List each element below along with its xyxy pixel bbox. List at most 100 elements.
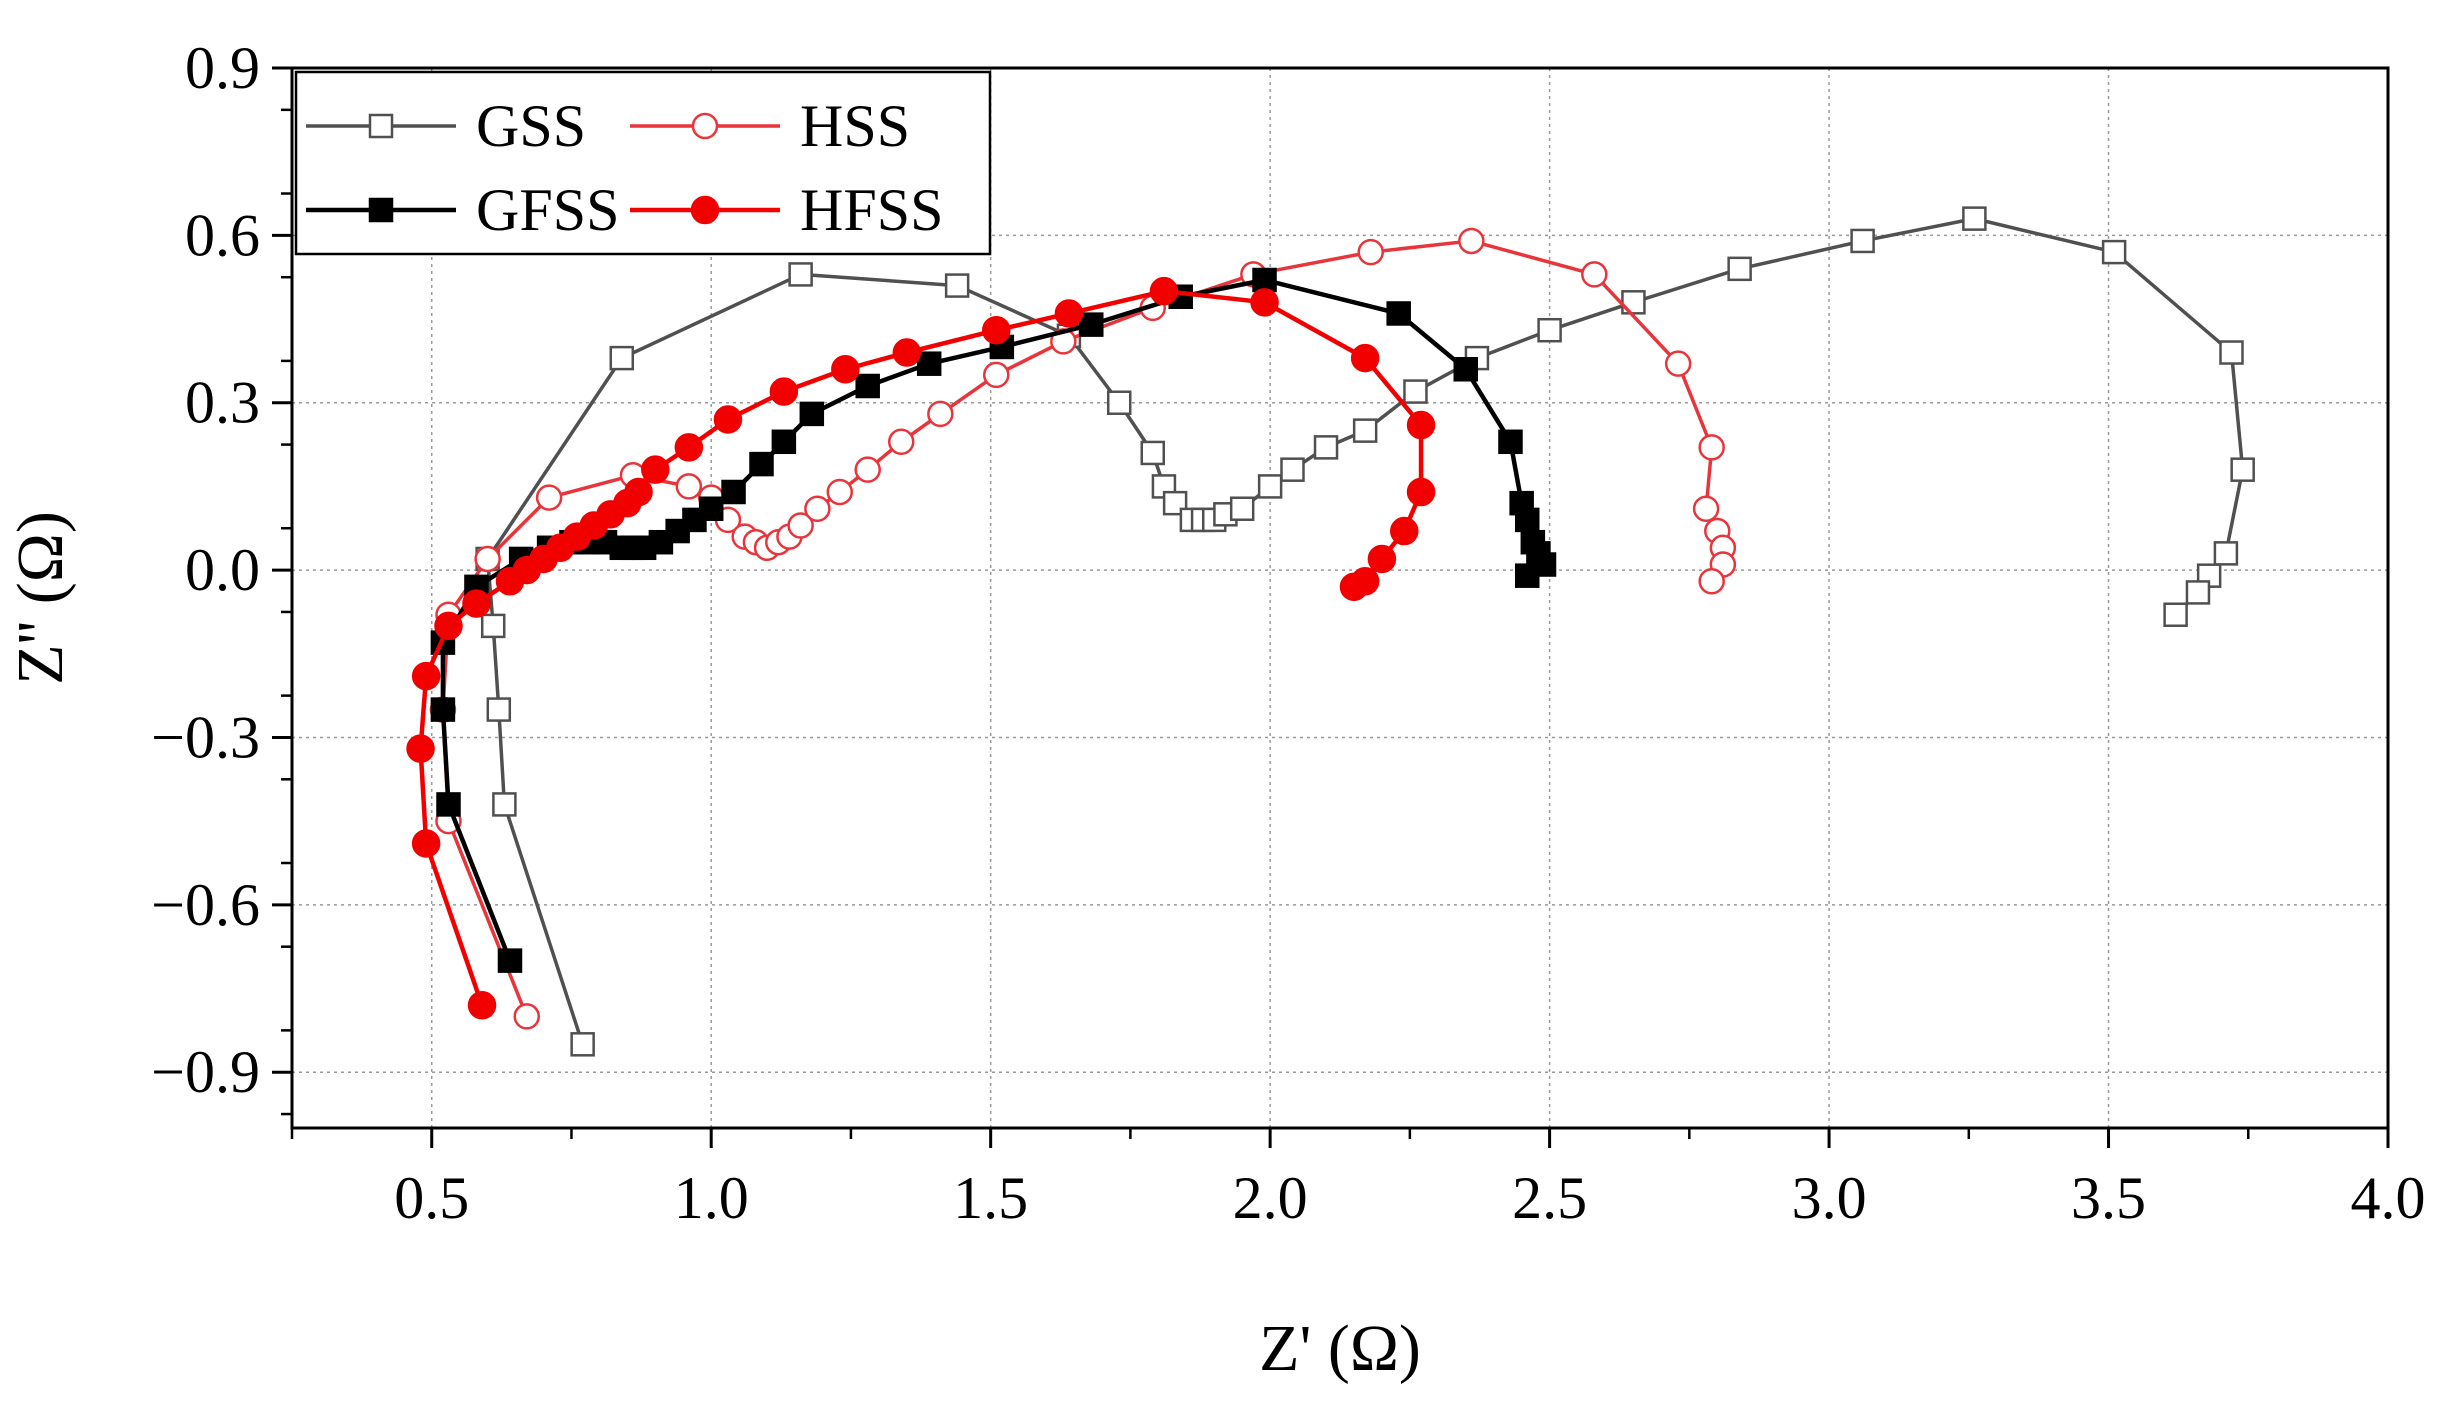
data-point-hss [804, 495, 831, 522]
data-point-hfss [1406, 477, 1436, 507]
data-point-gss [2213, 541, 2239, 566]
data-point-hfss [1367, 544, 1397, 574]
tick-layer: 0.5 1.0 1.5 2.0 2.5 3.0 3.5 4.0 0.9 0.6 0.3 0.0 −0.3… [151, 35, 2425, 1231]
data-point-gfss [1252, 267, 1277, 293]
data-point-gfss [771, 429, 797, 455]
data-point-gfss [1514, 507, 1540, 533]
data-point-gfss [698, 496, 724, 521]
data-point-hss [513, 1003, 541, 1030]
data-point-gss [2230, 457, 2255, 482]
data-point-hfss [462, 589, 491, 618]
legend-marker [368, 113, 394, 139]
data-point-gss [1962, 206, 1987, 231]
data-point-gss [1313, 435, 1339, 460]
data-point-hfss [624, 477, 653, 507]
x-tick-label: 3.0 [1792, 1165, 1867, 1231]
data-point-gss [1403, 379, 1428, 404]
series-gss [475, 206, 2255, 1057]
y-tick-label: 0.0 [185, 537, 260, 603]
data-point-hss [1458, 227, 1485, 255]
data-point-gss [570, 1032, 595, 1057]
data-point-gss [1727, 256, 1752, 282]
data-point-hss [927, 400, 954, 428]
series-hfss [406, 276, 1436, 1020]
legend-marker [690, 195, 720, 225]
legend-item-gss: GSS [306, 93, 586, 159]
x-tick-label: 1.0 [674, 1165, 749, 1231]
y-tick-label: 0.9 [185, 35, 260, 101]
x-tick-label: 2.0 [1233, 1165, 1308, 1231]
x-axis-title: Z' (Ω) [1259, 1312, 1421, 1385]
data-point-gss [2163, 602, 2188, 627]
legend-item-hss: HSS [630, 93, 910, 159]
data-point-hss [826, 478, 854, 506]
y-tick-label: 0.6 [185, 202, 260, 268]
series-line-gss [485, 216, 2245, 1045]
data-point-hfss [1054, 299, 1084, 328]
data-point-gfss [430, 697, 456, 722]
y-tick-label: −0.9 [151, 1039, 260, 1105]
data-point-gss [1229, 496, 1255, 521]
series-line-hfss [418, 288, 1424, 1006]
data-point-hss [1581, 261, 1608, 288]
data-point-gss [1352, 418, 1378, 443]
data-point-hfss [1350, 343, 1380, 373]
data-point-hss [1698, 434, 1725, 461]
data-point-hfss [1250, 288, 1279, 317]
data-point-hss [1692, 495, 1720, 522]
y-axis-title: Z'' (Ω) [4, 511, 77, 685]
data-point-hss [854, 456, 881, 483]
data-point-gfss [436, 792, 461, 817]
data-point-gss [788, 262, 813, 287]
legend-label: HSS [800, 93, 910, 159]
data-point-gss [2101, 239, 2127, 265]
data-point-hss [675, 473, 703, 500]
data-point-hfss [467, 991, 497, 1020]
legend-label: GSS [476, 93, 586, 159]
data-point-hfss [892, 338, 922, 367]
legend-label: HFSS [800, 177, 943, 243]
y-tick-label: −0.6 [151, 872, 260, 938]
data-point-gss [609, 345, 635, 371]
data-point-gss [1257, 474, 1283, 499]
data-point-hfss [674, 433, 704, 462]
data-point-hss [1357, 238, 1384, 266]
series-hss [429, 227, 1737, 1030]
data-point-hss [983, 361, 1010, 389]
legend-marker [368, 197, 394, 223]
legend-items: GSS HSS GFSS HFSS [306, 93, 943, 243]
data-point-gfss [1386, 301, 1411, 326]
data-point-gfss [799, 401, 825, 427]
data-point-gss [944, 273, 970, 298]
data-point-gss [2219, 340, 2244, 365]
data-point-hfss [641, 455, 670, 484]
legend-item-gfss: GFSS [306, 177, 619, 243]
legend-label: GFSS [476, 177, 619, 243]
x-tick-label: 4.0 [2351, 1165, 2426, 1231]
data-point-hfss [1339, 572, 1369, 602]
data-point-hfss [1406, 410, 1436, 440]
data-point-hfss [434, 611, 463, 641]
x-tick-label: 2.5 [1512, 1165, 1587, 1231]
data-point-hfss [769, 377, 799, 406]
data-point-hss [535, 484, 563, 511]
data-point-hss [1698, 568, 1725, 595]
plot-frame [290, 66, 2390, 1130]
series-layer [406, 206, 2255, 1057]
data-point-gss [1850, 228, 1875, 254]
data-point-gfss [721, 479, 746, 505]
data-point-gfss [1514, 563, 1540, 588]
data-point-gfss [855, 373, 880, 399]
data-point-gss [2185, 580, 2211, 605]
data-point-hfss [411, 661, 441, 691]
legend-box [294, 70, 992, 256]
data-point-hss [887, 428, 915, 456]
legend: GSS HSS GFSS HFSS [294, 70, 992, 256]
data-point-hfss [411, 829, 441, 858]
data-point-hfss [831, 355, 860, 384]
data-point-gss [1140, 440, 1166, 466]
x-tick-label: 3.5 [2071, 1165, 2146, 1231]
x-tick-label: 0.5 [394, 1165, 469, 1231]
data-point-gfss [497, 948, 523, 973]
